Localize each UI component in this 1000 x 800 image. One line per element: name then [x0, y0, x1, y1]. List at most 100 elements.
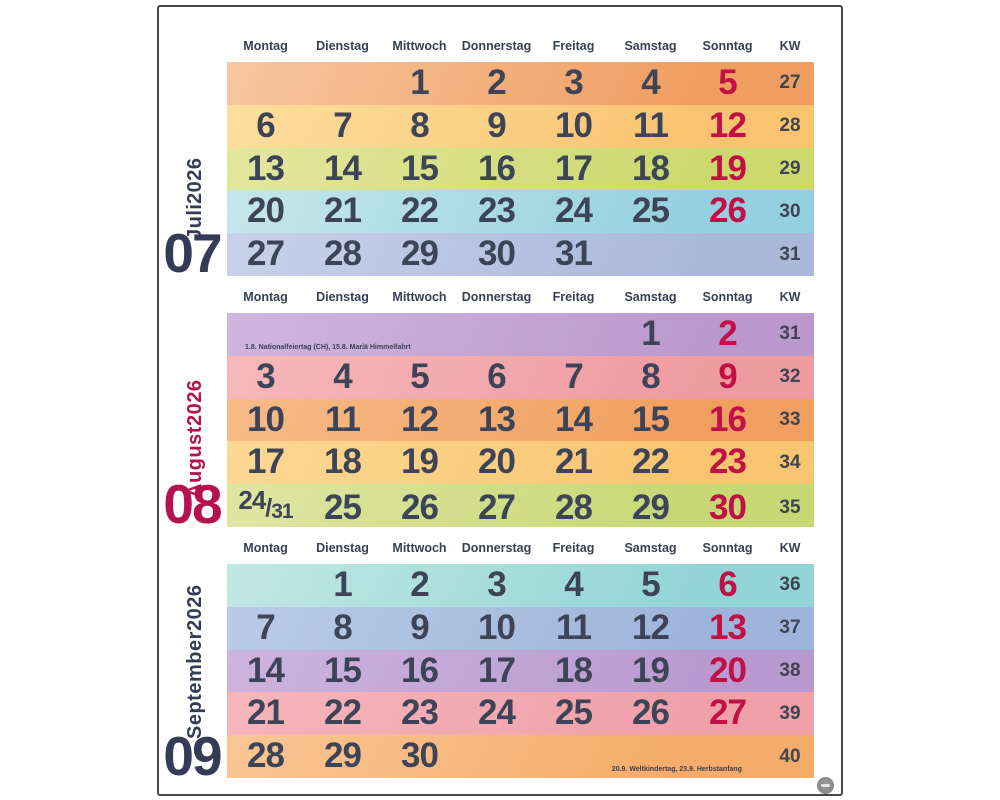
week-row: 6 7 8 9 10 11 12 28 — [227, 104, 814, 148]
date-cell: 3 — [487, 565, 506, 604]
date-cell: 23 — [709, 442, 747, 482]
week-row: 10 11 12 13 14 15 16 33 — [227, 398, 814, 442]
date-cell: 22 — [632, 442, 670, 482]
week-row: 24/31 25 26 27 28 29 30 35 — [227, 484, 814, 527]
date-cell: 25 — [632, 191, 670, 231]
kw-cell: 28 — [779, 115, 801, 137]
date-cell: 10 — [247, 399, 285, 439]
weekday-header: Montag — [243, 39, 288, 53]
date-cell: 23 — [401, 693, 439, 733]
kw-header: KW — [779, 541, 801, 555]
date-cell: 28 — [555, 487, 593, 527]
date-cell: 5 — [641, 565, 660, 604]
weekday-header: Montag — [243, 290, 288, 304]
holiday-note: 20.9. Weltkindertag, 23.9. Herbstanfang — [611, 765, 742, 773]
date-cell: 18 — [632, 148, 670, 188]
weekday-header: Freitag — [552, 290, 595, 304]
date-cell: 8 — [410, 105, 429, 145]
date-cell: 3 — [564, 63, 583, 102]
kw-cell: 34 — [779, 451, 801, 473]
date-cell: 4 — [641, 63, 660, 102]
date-cell: 4 — [333, 356, 352, 396]
date-cell: 19 — [709, 148, 747, 188]
date-cell: 17 — [247, 442, 285, 482]
date-cell: 25 — [324, 487, 362, 527]
date-cell: 21 — [555, 442, 593, 482]
date-cell: 14 — [324, 148, 362, 188]
weekday-header-row: Montag Dienstag Mittwoch Donnerstag Freitag S… — [227, 38, 814, 54]
kw-cell: 29 — [779, 157, 801, 179]
date-cell: 2 — [487, 63, 506, 102]
week-row: 17 18 19 20 21 22 23 34 — [227, 441, 814, 485]
kw-cell: 36 — [779, 574, 801, 596]
kw-cell: 27 — [779, 72, 801, 94]
weekday-header: Donnerstag — [461, 541, 532, 555]
date-cell: 1 — [333, 565, 352, 604]
date-cell-part: 24 — [238, 485, 266, 516]
date-cell: 29 — [324, 736, 362, 776]
date-cell: 18 — [324, 442, 362, 482]
month-block-juli: Juli 2026 07 Montag Dienstag Mittwoch Donne… — [159, 7, 841, 794]
weekday-header: Sonntag — [702, 541, 753, 555]
date-cell: 9 — [718, 356, 737, 396]
date-cell: 20 — [247, 191, 285, 231]
kw-cell: 40 — [779, 745, 801, 767]
date-cell: 24 — [555, 191, 593, 231]
date-cell: 26 — [401, 487, 439, 527]
date-cell: 6 — [256, 105, 275, 145]
date-cell: 11 — [325, 399, 361, 439]
date-cell: 19 — [632, 650, 670, 690]
date-cell: 19 — [401, 442, 439, 482]
weekday-header: Dienstag — [316, 290, 369, 304]
weeks-container: 1 2 31 1.8. Nationalfeiertag (CH), 15.8. Ma… — [227, 313, 814, 527]
weekday-header: Mittwoch — [392, 39, 447, 53]
date-cell-part: / — [265, 494, 272, 523]
weekday-header: Sonntag — [702, 39, 753, 53]
weekday-header: Sonntag — [702, 290, 753, 304]
weekday-header: Mittwoch — [392, 290, 447, 304]
date-cell: 13 — [478, 399, 516, 439]
kw-header: KW — [779, 290, 801, 304]
week-row: 1 2 3 4 5 27 — [227, 62, 814, 105]
date-cell: 15 — [324, 650, 362, 690]
publisher-logo-badge — [817, 777, 834, 794]
date-cell: 10 — [478, 607, 516, 647]
date-cell: 30 — [478, 234, 516, 274]
weekday-header: Samstag — [624, 541, 677, 555]
month-block-august: August 2026 08 Montag Dienstag Mittwoch Don… — [159, 7, 841, 794]
weekday-header: Donnerstag — [461, 39, 532, 53]
date-cell: 30 — [709, 487, 747, 527]
date-cell: 10 — [555, 105, 593, 145]
date-cell: 20 — [709, 650, 747, 690]
date-cell: 28 — [324, 234, 362, 274]
date-cell: 9 — [487, 105, 506, 145]
weekday-header: Dienstag — [316, 541, 369, 555]
date-cell: 12 — [709, 105, 747, 145]
week-row: 14 15 16 17 18 19 20 38 — [227, 649, 814, 693]
week-row: 3 4 5 6 7 8 9 32 — [227, 355, 814, 399]
date-cell: 9 — [410, 607, 429, 647]
kw-cell: 31 — [779, 323, 801, 345]
date-cell: 14 — [555, 399, 593, 439]
week-row: 21 22 23 24 25 26 27 39 — [227, 692, 814, 736]
date-cell: 6 — [487, 356, 506, 396]
date-cell: 21 — [324, 191, 362, 231]
date-cell: 6 — [718, 565, 737, 604]
date-cell: 17 — [555, 148, 593, 188]
weekday-header: Freitag — [552, 541, 595, 555]
date-cell: 2 — [718, 314, 737, 353]
date-cell: 28 — [247, 736, 285, 776]
date-cell: 27 — [478, 487, 516, 527]
weeks-container: 1 2 3 4 5 27 6 7 8 9 10 11 12 28 13 14 15 16 17 18 19 29 20 21 2… — [227, 62, 814, 276]
date-cell: 29 — [632, 487, 670, 527]
kw-cell: 35 — [779, 497, 801, 519]
date-cell: 1 — [410, 63, 429, 102]
date-cell: 15 — [401, 148, 439, 188]
weekday-header: Mittwoch — [392, 541, 447, 555]
date-cell: 12 — [632, 607, 670, 647]
date-cell: 11 — [633, 105, 669, 145]
week-row: 1 2 3 4 5 6 36 — [227, 564, 814, 607]
month-name: September — [184, 631, 206, 740]
kw-cell: 39 — [779, 702, 801, 724]
